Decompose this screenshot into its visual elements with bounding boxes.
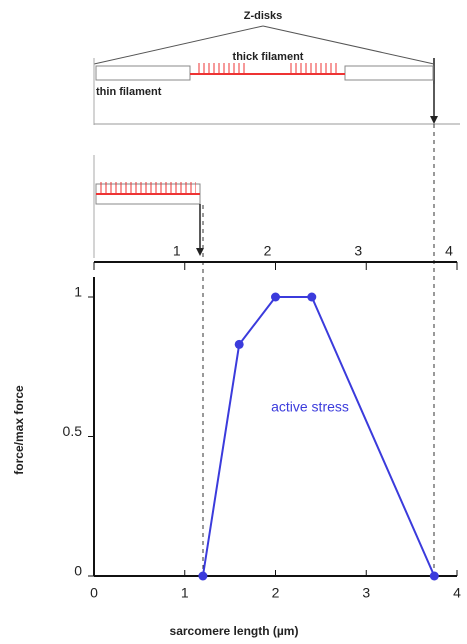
x-tick-label: 2	[272, 585, 280, 601]
annotation: active stress	[271, 399, 349, 415]
y-tick-label: 0	[74, 563, 82, 579]
x-tick-label: 3	[362, 585, 370, 601]
top-tick-label: 2	[264, 243, 272, 259]
x-tick-label: 0	[90, 585, 98, 601]
thick-filament-label: thick filament	[233, 51, 304, 63]
thin-filament-label: thin filament	[96, 86, 162, 98]
y-tick-label: 0.5	[63, 423, 83, 439]
x-tick-label: 1	[181, 585, 189, 601]
sarcomere-diagram	[93, 25, 460, 258]
point	[307, 292, 317, 302]
top-tick-label: 4	[445, 243, 453, 259]
z-disks-label: Z-disks	[244, 10, 283, 22]
y-axis-label: force/max force	[12, 385, 26, 475]
y-tick-label: 1	[74, 284, 82, 300]
point	[429, 571, 439, 581]
top-tick-label: 1	[173, 243, 181, 259]
point	[234, 339, 244, 349]
x-axis-label: sarcomere length (µm)	[170, 624, 299, 638]
line	[201, 296, 436, 577]
point	[198, 571, 208, 581]
top-tick-label: 3	[354, 243, 362, 259]
x-tick-label: 4	[453, 585, 461, 601]
point	[271, 292, 280, 302]
